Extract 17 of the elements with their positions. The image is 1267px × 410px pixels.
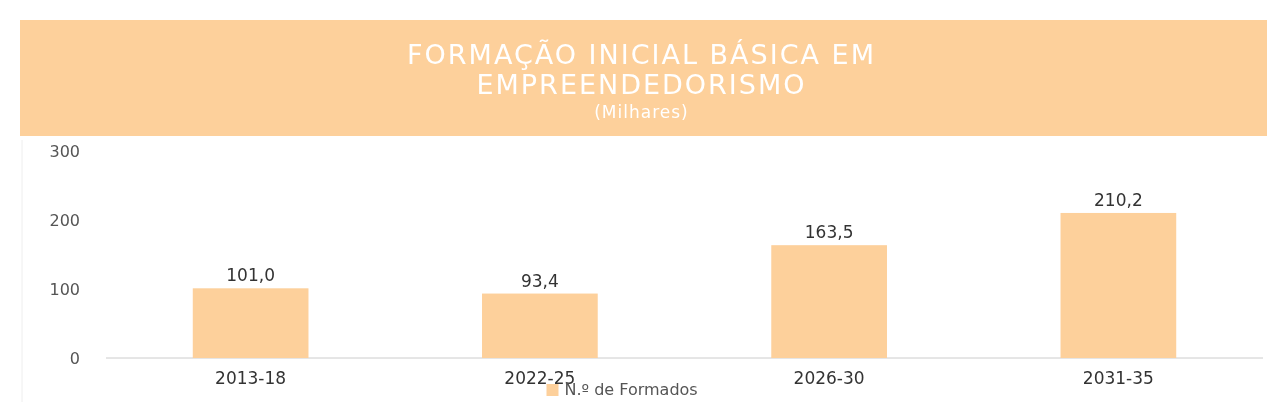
bar <box>771 245 887 358</box>
y-tick-label: 100 <box>49 280 80 299</box>
x-tick-label: 2013-18 <box>215 368 287 388</box>
y-tick-label: 300 <box>49 142 80 161</box>
x-tick-label: 2031-35 <box>1082 368 1154 388</box>
y-tick-label: 0 <box>69 349 80 368</box>
data-label: 210,2 <box>1094 189 1143 210</box>
bar <box>482 293 598 358</box>
data-label: 163,5 <box>804 222 854 243</box>
data-label: 93,4 <box>520 270 559 291</box>
y-tick-label: 200 <box>49 211 80 230</box>
x-tick-label: 2026-30 <box>793 368 865 388</box>
chart-title: FORMAÇÃO INICIAL BÁSICA EM EMPREENDEDORISMO <box>407 39 876 100</box>
data-label: 101,0 <box>226 265 275 286</box>
chart-subtitle: (Milhares) <box>594 102 689 122</box>
bar <box>1060 212 1177 358</box>
bar <box>192 288 309 358</box>
